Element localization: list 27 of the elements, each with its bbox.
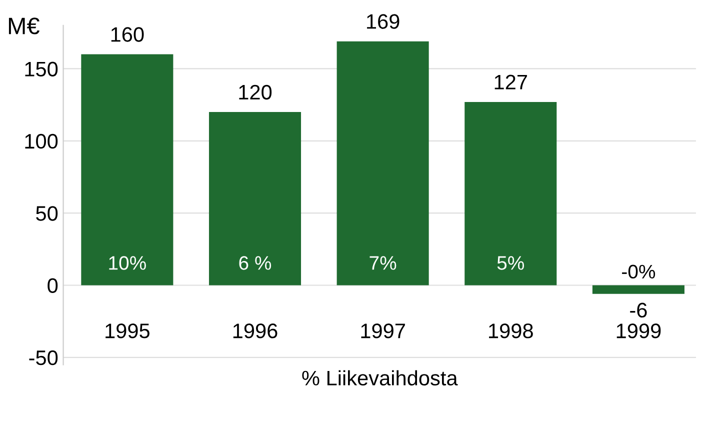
- bar: [81, 54, 174, 286]
- bar: [208, 112, 302, 286]
- y-tick-label: 0: [48, 278, 58, 294]
- data-label: 127: [494, 74, 527, 90]
- annotation: 10%: [109, 256, 146, 270]
- x-tick-label: 1996: [233, 324, 278, 338]
- y-axis-title: M€: [8, 18, 40, 34]
- annotation: 6 %: [239, 256, 272, 270]
- data-label: -6: [630, 302, 647, 318]
- x-tick-label: 1995: [106, 324, 150, 338]
- annotation: 5%: [497, 256, 524, 270]
- y-tick-label: 100: [25, 134, 58, 149]
- y-tick-label: 150: [25, 62, 58, 76]
- annotation: 7%: [370, 256, 396, 270]
- x-tick-label: 1997: [361, 324, 405, 338]
- x-tick-label: 1999: [616, 324, 661, 338]
- data-label: 169: [367, 14, 400, 29]
- bar: [336, 41, 429, 286]
- data-label: 120: [239, 84, 272, 100]
- x-axis-title: % Liikevaihdosta: [302, 370, 458, 386]
- bar: [592, 285, 684, 294]
- bar: [464, 102, 557, 286]
- data-label: 160: [111, 27, 144, 42]
- x-tick-label: 1998: [489, 324, 533, 338]
- annotation: -0%: [622, 264, 656, 279]
- y-tick-label: -50: [29, 350, 58, 366]
- y-tick-label: 50: [36, 206, 58, 221]
